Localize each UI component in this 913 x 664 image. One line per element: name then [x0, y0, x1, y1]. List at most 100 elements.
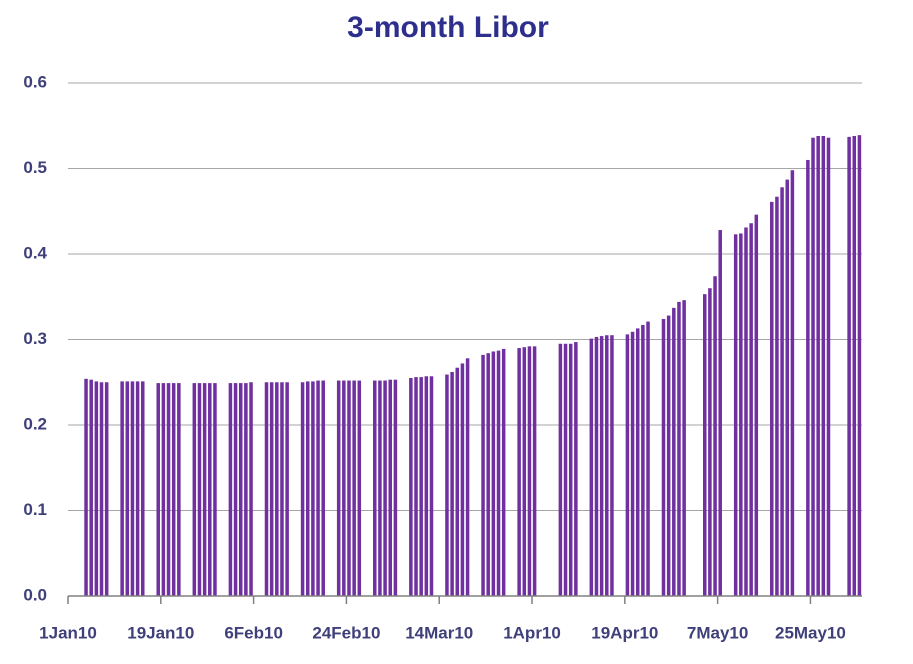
bar [135, 381, 140, 596]
bar [682, 300, 686, 596]
bar [450, 371, 454, 596]
bar [228, 383, 233, 596]
bar [269, 382, 274, 596]
bar [702, 294, 707, 596]
bar [501, 348, 506, 596]
bar [610, 335, 614, 596]
bar [94, 381, 99, 596]
bar [486, 353, 490, 596]
bar [419, 377, 423, 596]
bar [280, 382, 284, 596]
bar [496, 350, 501, 596]
bar [378, 380, 382, 596]
bar [141, 381, 145, 596]
bar [336, 380, 341, 596]
x-tick-label: 19Jan10 [127, 623, 194, 642]
y-tick-label: 0.2 [23, 414, 47, 433]
bar [424, 376, 429, 596]
bar [177, 383, 181, 596]
bar [321, 380, 325, 596]
x-tick-label: 24Feb10 [312, 623, 380, 642]
bar [739, 233, 743, 597]
bar [491, 351, 496, 596]
bar [594, 336, 599, 596]
bar [125, 381, 130, 596]
bar [409, 377, 413, 596]
bar [445, 374, 449, 596]
bar [770, 201, 774, 596]
bar [517, 348, 521, 596]
bar [790, 170, 795, 596]
bar [635, 328, 640, 596]
bar [244, 383, 248, 596]
bar [574, 342, 578, 596]
bar [202, 383, 207, 596]
bar [161, 383, 166, 596]
bar [625, 334, 630, 596]
bar [285, 382, 289, 596]
bar [249, 382, 253, 596]
x-tick-label: 14Mar10 [405, 623, 473, 642]
bar [316, 380, 320, 596]
x-tick-label: 1Jan10 [39, 623, 97, 642]
bar [641, 324, 645, 596]
bar [481, 354, 485, 596]
bar [522, 347, 527, 596]
bar [568, 343, 573, 596]
bar [414, 377, 418, 596]
bar [666, 315, 671, 596]
bar [852, 136, 857, 596]
bar [826, 137, 831, 596]
bar [166, 383, 171, 596]
bar [99, 382, 104, 596]
y-tick-label: 0.0 [23, 585, 47, 604]
bar [527, 346, 532, 596]
bar [744, 227, 748, 596]
bar [429, 376, 434, 596]
bar [806, 159, 810, 596]
bar [130, 381, 135, 596]
bar [383, 380, 387, 596]
bar [156, 383, 160, 596]
bar [857, 135, 862, 596]
bar [104, 382, 109, 596]
bar [238, 383, 243, 596]
bar [89, 379, 93, 596]
bar [305, 381, 310, 596]
bar [811, 137, 815, 596]
bar [264, 382, 269, 596]
x-tick-label: 6Feb10 [224, 623, 283, 642]
bar [733, 234, 738, 596]
bar [465, 358, 470, 596]
x-tick-label: 19Apr10 [591, 623, 658, 642]
bar [388, 379, 392, 596]
bar [708, 288, 712, 596]
bar [120, 381, 124, 596]
bar [192, 383, 197, 596]
bar [300, 382, 305, 596]
bar [342, 380, 346, 596]
bar [532, 346, 537, 596]
bar [171, 383, 176, 596]
bar [233, 383, 238, 596]
bar [630, 331, 635, 596]
bar [646, 321, 650, 596]
bar [816, 136, 820, 596]
x-tick-label: 25May10 [775, 623, 846, 642]
chart-title: 3-month Libor [347, 11, 549, 44]
bar [352, 380, 356, 596]
bar [599, 336, 604, 596]
bar [785, 179, 789, 597]
y-tick-label: 0.4 [23, 243, 47, 262]
bar [754, 214, 759, 597]
y-tick-label: 0.6 [23, 72, 47, 91]
bar [780, 187, 784, 596]
bar [213, 383, 217, 596]
bar [847, 136, 851, 597]
x-tick-label: 7May10 [687, 623, 748, 642]
bar [605, 335, 609, 596]
bar [357, 380, 362, 596]
bar [677, 301, 681, 596]
bar [821, 136, 826, 596]
